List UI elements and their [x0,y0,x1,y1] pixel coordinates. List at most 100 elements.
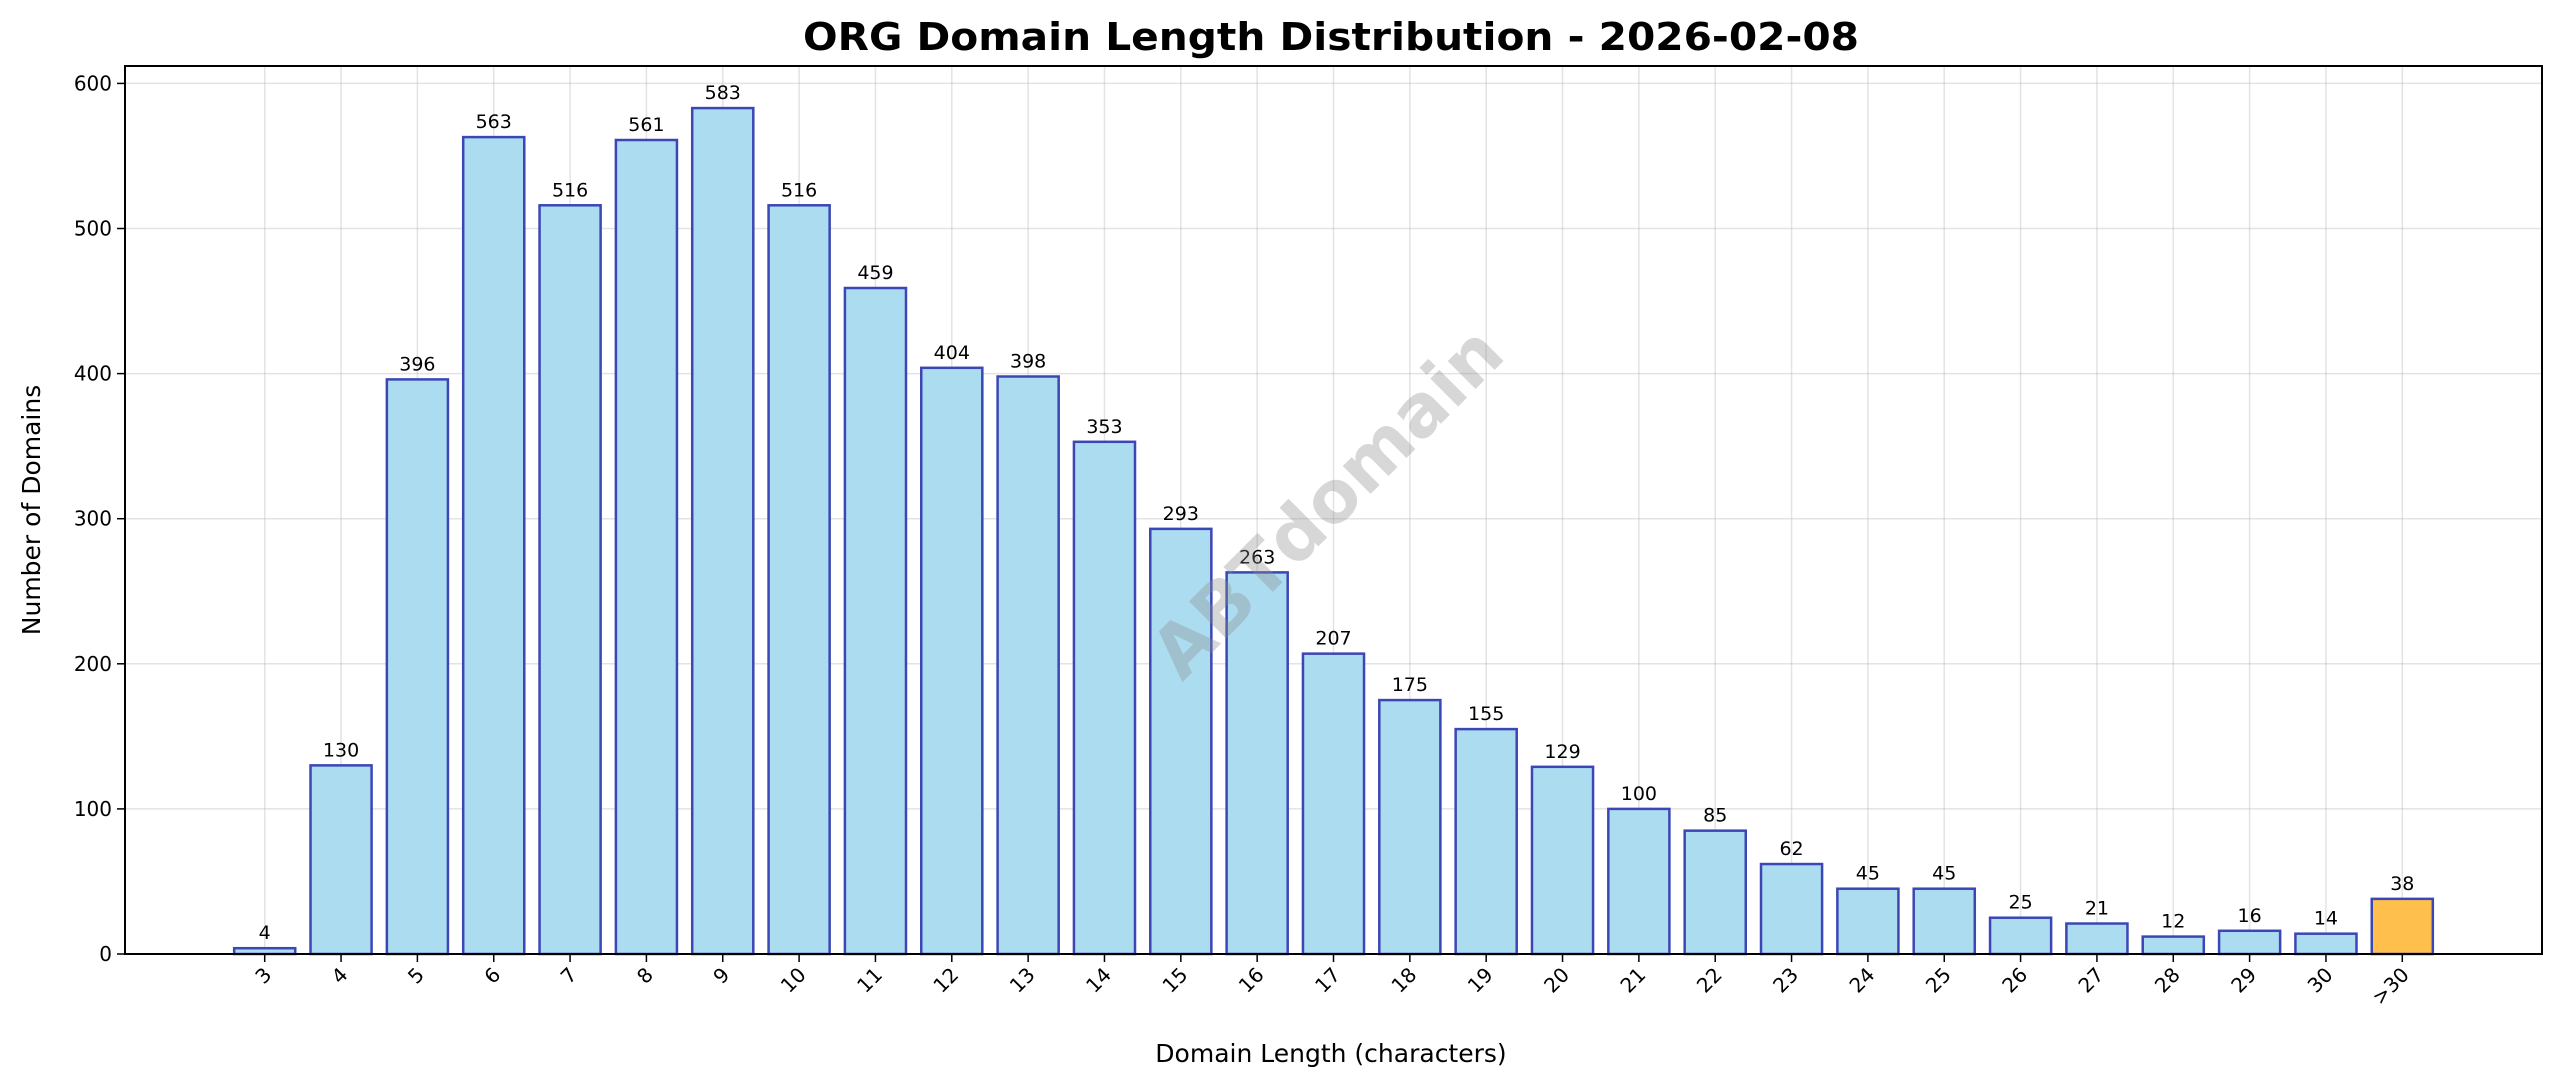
x-tick-label: 10 [776,963,811,998]
x-tick-label: >30 [2367,963,2414,1010]
bar-value-label: 16 [2238,905,2262,927]
bar-15 [1149,527,1213,956]
x-tick-label: 25 [1921,963,1956,998]
x-tick-label: 8 [632,963,658,989]
x-tick-label: 20 [1539,963,1574,998]
y-tick-label: 400 [74,362,112,386]
bar-26 [1988,916,2053,956]
bar-11 [843,286,908,956]
y-tick-label: 0 [99,942,112,966]
bar-value-label: 14 [2314,908,2338,930]
bar-value-label: 207 [1315,628,1351,650]
bar-value-label: 85 [1703,805,1727,827]
x-tick-label: 6 [479,963,505,989]
x-tick-label: 9 [708,963,734,989]
y-tick-label: 200 [74,652,112,676]
y-axis-ticks: 0 100 200 300 400 500 600 [74,71,125,966]
bar-16 [1225,571,1289,956]
bar-17 [1301,652,1366,956]
x-tick-label: 7 [556,963,582,989]
x-tick-label: 15 [1157,963,1192,998]
x-tick-label: 23 [1768,963,1803,998]
bar-22 [1683,829,1747,956]
bar-value-label: 404 [934,342,970,364]
bar-value-label: 396 [399,353,435,375]
bar-6 [461,135,526,956]
x-tick-label: 13 [1005,963,1040,998]
x-axis-label: Domain Length (characters) [1155,1039,1506,1068]
bar-value-label: 25 [2008,892,2032,914]
bar-value-label: 100 [1621,783,1657,805]
y-tick-label: 100 [74,797,112,821]
bars [232,106,2435,956]
y-axis-label: Number of Domains [17,385,46,635]
bar-value-label: 398 [1010,351,1046,373]
bar-value-label: 45 [1856,863,1880,885]
bar-21 [1607,807,1671,956]
y-tick-label: 600 [74,71,112,95]
bar-value-label: 561 [628,114,664,136]
bar-10 [767,204,831,956]
x-tick-label: 19 [1463,963,1498,998]
x-tick-label: 26 [1997,963,2032,998]
bar-30 [2294,932,2358,956]
bar-value-label: 4 [259,922,271,944]
bar-24 [1836,887,1900,956]
bar-5 [385,378,450,956]
bar-value-label: 38 [2390,873,2414,895]
y-tick-label: 500 [74,217,112,241]
x-tick-label: 17 [1310,963,1345,998]
bar-4 [309,764,373,956]
bar-25 [1912,887,1977,956]
x-tick-label: 21 [1615,963,1650,998]
bar-value-label: 130 [323,739,359,761]
bar-27 [2065,922,2129,956]
bar-20 [1530,765,1595,956]
chart-title: ORG Domain Length Distribution - 2026-02… [803,15,1859,59]
x-tick-label: 16 [1234,963,1269,998]
bar-29 [2217,929,2282,956]
bar-13 [996,375,1060,956]
bar-value-label: 45 [1932,863,1956,885]
bar-labels: 4 130 396 563 516 561 583 516 459 404 398 353 293 263… [259,82,2415,944]
bar-7 [538,204,602,956]
bar->30 [2370,897,2435,956]
bar-value-label: 155 [1468,703,1504,725]
bar-12 [920,366,984,956]
bar-value-label: 353 [1086,416,1122,438]
bar-value-label: 563 [476,111,512,133]
x-tick-label: 4 [327,963,353,989]
bar-8 [614,138,679,956]
bar-28 [2141,935,2206,956]
x-tick-label: 24 [1844,963,1879,998]
bar-14 [1072,440,1137,956]
x-tick-label: 14 [1081,963,1116,998]
bar-value-label: 175 [1392,674,1428,696]
bar-value-label: 459 [857,262,893,284]
y-tick-label: 300 [74,507,112,531]
x-tick-label: 12 [928,963,963,998]
bar-value-label: 516 [781,179,817,201]
bar-value-label: 263 [1239,546,1275,568]
x-tick-label: 3 [250,963,276,989]
x-tick-label: 30 [2303,963,2338,998]
bar-value-label: 516 [552,179,588,201]
bar-19 [1454,727,1518,956]
bar-value-label: 21 [2085,898,2109,920]
bar-value-label: 293 [1163,503,1199,525]
bar-value-label: 62 [1779,838,1803,860]
bar-9 [690,106,755,956]
x-tick-label: 18 [1386,963,1421,998]
bar-23 [1759,862,1824,956]
x-tick-label: 5 [403,963,429,989]
bar-value-label: 129 [1544,741,1580,763]
x-tick-label: 29 [2226,963,2261,998]
bar-value-label: 12 [2161,911,2185,933]
bar-value-label: 583 [705,82,741,104]
x-tick-label: 28 [2150,963,2185,998]
bar-18 [1378,698,1442,956]
x-tick-label: 22 [1692,963,1727,998]
x-tick-label: 11 [852,963,887,998]
x-axis-ticks: 3 4 5 6 7 8 9 10 11 12 13 14 15 16 17 18 19 20 21 22 23 24 25 2… [250,954,2414,1009]
